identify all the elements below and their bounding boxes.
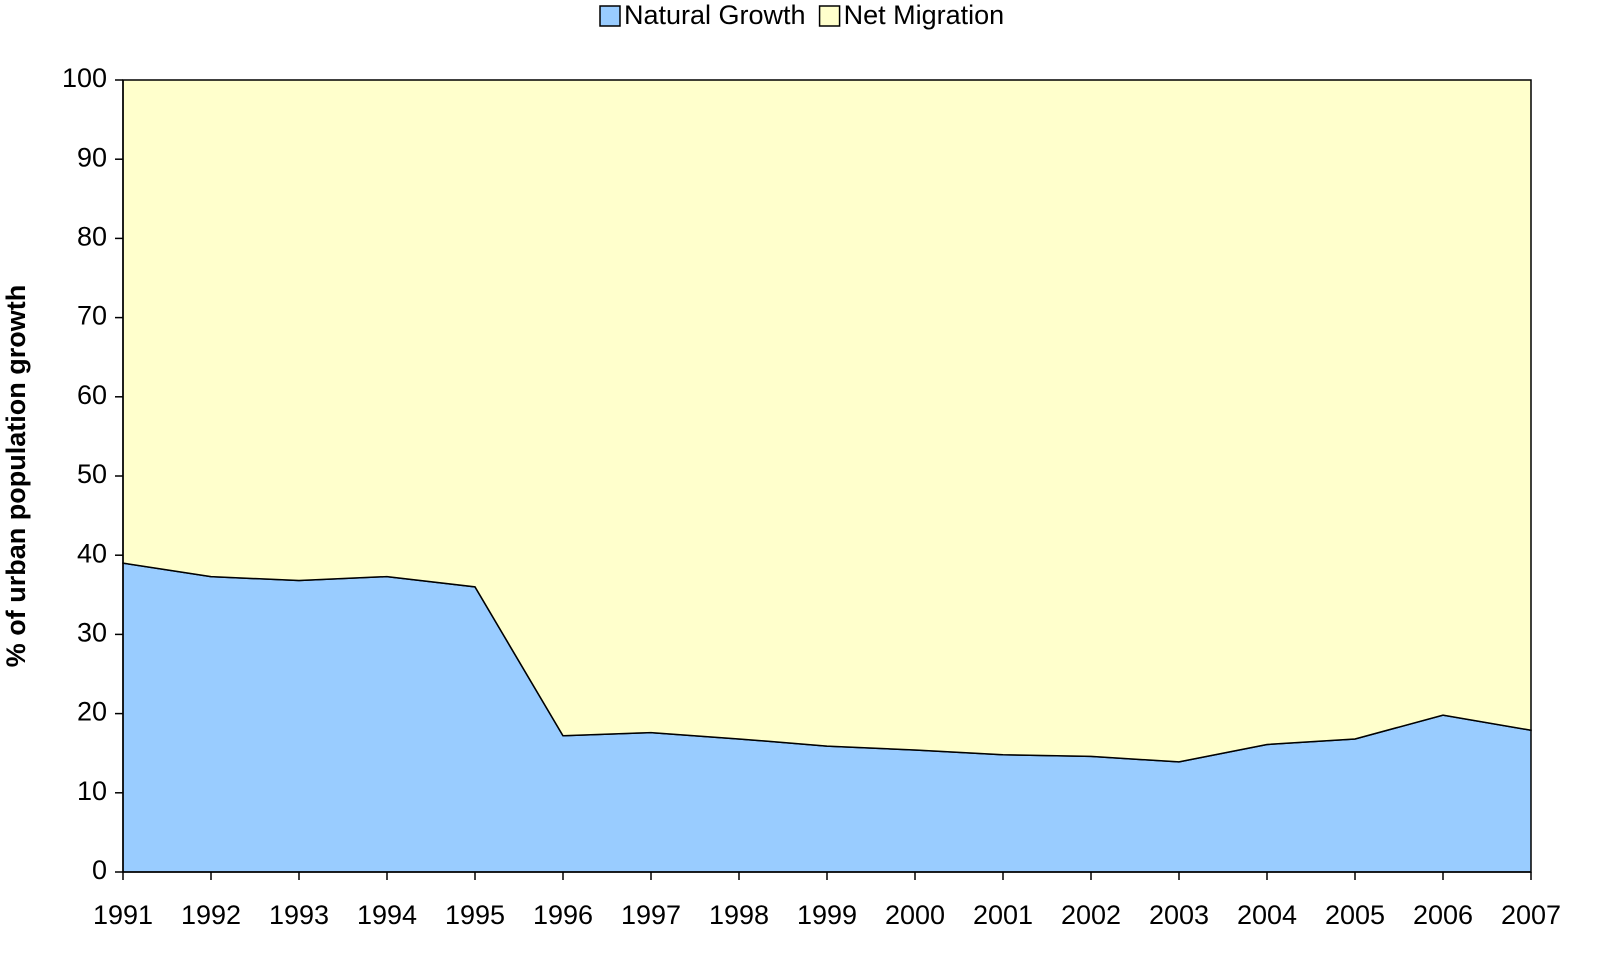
x-tick-label: 2005 xyxy=(1325,900,1385,930)
x-tick-label: 1996 xyxy=(533,900,593,930)
legend-swatch xyxy=(599,5,621,27)
y-tick-label: 0 xyxy=(92,855,107,885)
x-tick-label: 2003 xyxy=(1149,900,1209,930)
legend-swatch xyxy=(818,5,841,27)
x-tick-label: 1994 xyxy=(357,900,417,930)
y-tick-label: 100 xyxy=(62,63,107,93)
x-tick-label: 1991 xyxy=(93,900,153,930)
x-tick-label: 2001 xyxy=(973,900,1033,930)
x-tick-label: 2002 xyxy=(1061,900,1121,930)
y-tick-label: 30 xyxy=(77,618,107,648)
x-tick-label: 1999 xyxy=(797,900,857,930)
y-tick-label: 60 xyxy=(77,380,107,410)
y-axis-label: % of urban population growth xyxy=(1,285,31,667)
legend-label: Net Migration xyxy=(844,0,1005,30)
x-tick-label: 2007 xyxy=(1501,900,1561,930)
x-tick-label: 1995 xyxy=(445,900,505,930)
legend-label: Natural Growth xyxy=(624,0,806,30)
y-tick-label: 50 xyxy=(77,459,107,489)
x-tick-label: 2004 xyxy=(1237,900,1297,930)
y-tick-label: 70 xyxy=(77,301,107,331)
y-tick-label: 40 xyxy=(77,538,107,568)
area xyxy=(122,79,1532,763)
x-tick-label: 1998 xyxy=(709,900,769,930)
y-tick-label: 10 xyxy=(77,776,107,806)
x-tick-label: 1997 xyxy=(621,900,681,930)
x-tick-label: 1993 xyxy=(269,900,329,930)
x-tick-label: 2000 xyxy=(885,900,945,930)
y-tick-label: 20 xyxy=(77,697,107,727)
y-tick-label: 90 xyxy=(77,142,107,172)
y-tick-label: 80 xyxy=(77,222,107,252)
x-tick-label: 1992 xyxy=(181,900,241,930)
x-tick-label: 2006 xyxy=(1413,900,1473,930)
